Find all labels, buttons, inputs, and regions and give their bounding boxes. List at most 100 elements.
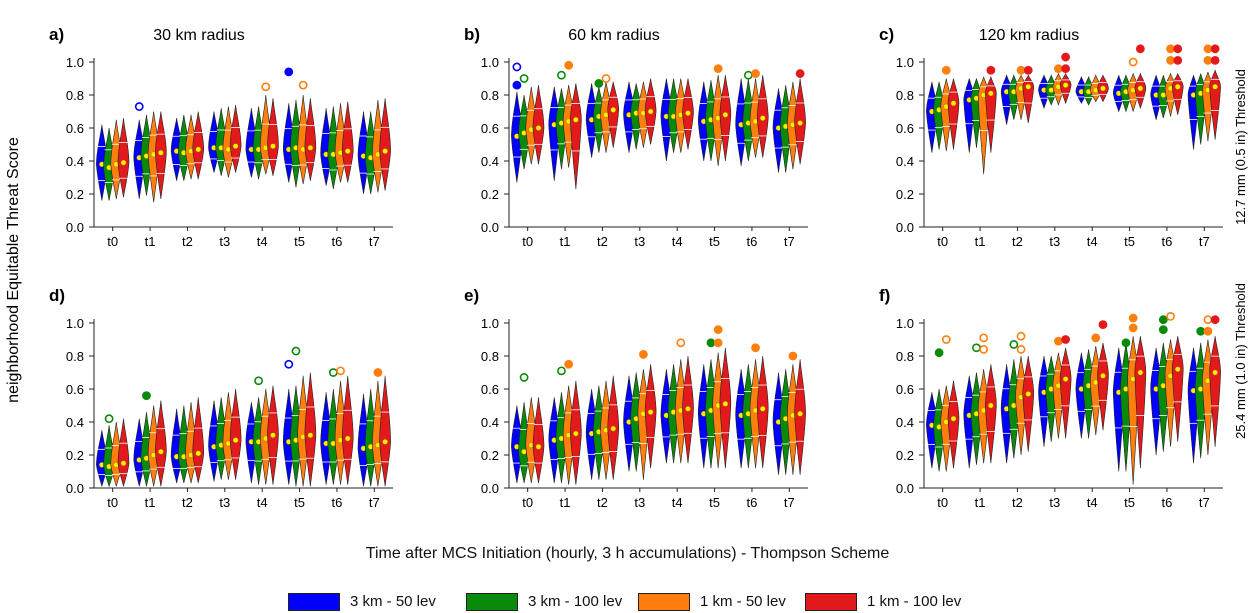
x-tick-label: t5 bbox=[294, 234, 305, 249]
violin-t1-s3 bbox=[570, 83, 582, 190]
median-dot bbox=[1100, 85, 1106, 92]
outlier-point bbox=[373, 368, 383, 377]
y-tick-label: 0.8 bbox=[481, 349, 499, 364]
median-dot bbox=[232, 437, 239, 443]
outlier-point bbox=[941, 335, 951, 344]
outlier-point bbox=[284, 359, 294, 369]
median-dot bbox=[1212, 83, 1218, 90]
median-dot bbox=[685, 405, 691, 412]
median-dot bbox=[535, 125, 542, 131]
median-dot bbox=[722, 401, 729, 407]
y-tick-label: 1.0 bbox=[66, 316, 84, 331]
median-dot bbox=[270, 143, 276, 149]
outlier-point bbox=[142, 391, 151, 400]
median-dot bbox=[232, 143, 239, 149]
median-dot bbox=[120, 460, 127, 467]
y-tick-label: 0.4 bbox=[896, 415, 914, 430]
y-tick-label: 0.2 bbox=[66, 448, 84, 463]
outlier-point bbox=[934, 348, 944, 358]
outlier-point bbox=[1054, 336, 1063, 346]
median-dot bbox=[382, 148, 388, 154]
median-dot bbox=[610, 107, 617, 113]
median-dot bbox=[270, 432, 276, 439]
median-dot bbox=[1212, 369, 1218, 376]
y-tick-label: 1.0 bbox=[896, 316, 914, 331]
y-tick-label: 0.2 bbox=[481, 187, 499, 202]
x-tick-label: t4 bbox=[1087, 234, 1098, 249]
violin-t7-s3 bbox=[379, 98, 391, 191]
median-dot bbox=[573, 116, 579, 123]
x-tick-label: t2 bbox=[1012, 234, 1023, 249]
y-tick-label: 0.6 bbox=[481, 121, 499, 136]
median-dot bbox=[610, 425, 617, 432]
x-tick-label: t7 bbox=[784, 495, 795, 510]
violin-t6-s3 bbox=[341, 101, 354, 183]
median-dot bbox=[1062, 376, 1069, 382]
median-dot bbox=[120, 159, 127, 166]
x-tick-label: t2 bbox=[182, 495, 193, 510]
outlier-point bbox=[557, 366, 566, 376]
violin-t1-s3 bbox=[155, 400, 167, 487]
median-dot bbox=[950, 100, 957, 107]
violin-t0-s3 bbox=[532, 85, 545, 165]
outlier-point bbox=[104, 414, 114, 424]
outlier-point bbox=[972, 343, 981, 353]
panel-title: 120 km radius bbox=[979, 27, 1080, 44]
median-dot bbox=[1160, 92, 1167, 98]
x-tick-label: t3 bbox=[1049, 234, 1060, 249]
median-dot bbox=[759, 115, 766, 121]
outlier-point bbox=[1016, 65, 1026, 75]
violin-t5-s3 bbox=[1134, 336, 1147, 469]
outlier-point bbox=[1173, 44, 1183, 54]
x-tick-label: t2 bbox=[597, 234, 608, 249]
legend-item: 1 km - 100 lev bbox=[805, 590, 961, 613]
y-tick-label: 0.0 bbox=[66, 481, 84, 496]
outlier-point bbox=[328, 368, 338, 377]
outlier-point bbox=[1166, 311, 1175, 321]
outlier-point bbox=[1061, 64, 1071, 73]
panel-a: a) 30 km radius 0.0 0.2 0.4 0.6 0.8 1.0 t0 t1 t2 t3… bbox=[49, 25, 393, 249]
median-dot bbox=[1137, 85, 1144, 92]
outlier-point bbox=[706, 338, 716, 348]
median-dot bbox=[1137, 369, 1144, 376]
outlier-point bbox=[713, 325, 723, 334]
outlier-point bbox=[1098, 320, 1108, 330]
violin-t3-s3 bbox=[1059, 72, 1072, 105]
x-tick-label: t3 bbox=[634, 495, 645, 510]
violin-t7-s3 bbox=[794, 359, 806, 475]
violin-t2-s3 bbox=[192, 111, 205, 180]
median-dot bbox=[535, 443, 542, 450]
legend-swatch bbox=[466, 592, 518, 611]
y-tick-label: 1.0 bbox=[481, 316, 499, 331]
legend-item: 3 km - 100 lev bbox=[466, 590, 622, 613]
panel-title: 30 km radius bbox=[153, 27, 245, 44]
median-dot bbox=[344, 435, 351, 442]
y-tick-label: 0.8 bbox=[896, 349, 914, 364]
median-dot bbox=[950, 415, 957, 422]
violin-t5-s3 bbox=[719, 75, 732, 162]
x-tick-label: t4 bbox=[1087, 495, 1098, 510]
violin-t5-s3 bbox=[719, 347, 732, 469]
median-dot bbox=[1062, 82, 1069, 88]
panel-letter: e) bbox=[464, 286, 479, 305]
median-dot bbox=[195, 450, 202, 457]
violin-t3-s3 bbox=[644, 364, 657, 469]
outlier-point bbox=[1203, 55, 1213, 65]
outlier-point bbox=[1210, 44, 1220, 54]
legend: 3 km - 50 lev 3 km - 100 lev 1 km - 50 lev… bbox=[0, 590, 1255, 613]
panel-c: c) 120 km radius 0.0 0.2 0.4 0.6 0.8 1.0 t0 t1 t2 t… bbox=[879, 25, 1223, 249]
outlier-point bbox=[594, 79, 604, 88]
median-dot bbox=[573, 430, 579, 437]
median-dot bbox=[988, 90, 994, 97]
y-tick-label: 0.6 bbox=[481, 382, 499, 397]
outlier-point bbox=[941, 65, 951, 75]
x-tick-label: t0 bbox=[107, 234, 118, 249]
outlier-point bbox=[254, 376, 263, 386]
outlier-point bbox=[1173, 55, 1183, 65]
x-tick-label: t6 bbox=[332, 495, 343, 510]
y-tick-label: 1.0 bbox=[896, 55, 914, 70]
x-tick-label: t7 bbox=[1199, 495, 1210, 510]
legend-swatch bbox=[638, 592, 690, 611]
outlier-point bbox=[1210, 55, 1220, 65]
outlier-point bbox=[1054, 64, 1063, 73]
